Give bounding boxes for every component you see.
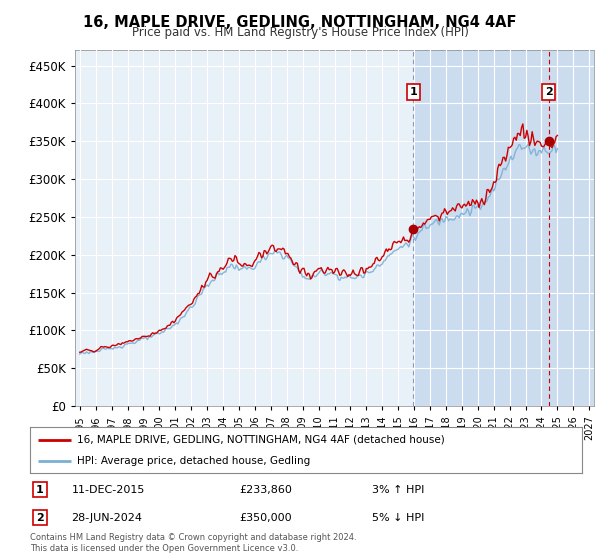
Bar	[550, 50, 594, 406]
Text: 3% ↑ HPI: 3% ↑ HPI	[372, 485, 425, 494]
Text: £233,860: £233,860	[240, 485, 293, 494]
Text: £350,000: £350,000	[240, 512, 292, 522]
Text: 16, MAPLE DRIVE, GEDLING, NOTTINGHAM, NG4 4AF: 16, MAPLE DRIVE, GEDLING, NOTTINGHAM, NG…	[83, 15, 517, 30]
Text: 16, MAPLE DRIVE, GEDLING, NOTTINGHAM, NG4 4AF (detached house): 16, MAPLE DRIVE, GEDLING, NOTTINGHAM, NG…	[77, 435, 445, 445]
Bar	[414, 50, 597, 406]
Text: 1: 1	[409, 87, 417, 97]
Text: HPI: Average price, detached house, Gedling: HPI: Average price, detached house, Gedl…	[77, 456, 310, 466]
Text: 11-DEC-2015: 11-DEC-2015	[71, 485, 145, 494]
Text: 2: 2	[36, 512, 44, 522]
Text: Price paid vs. HM Land Registry's House Price Index (HPI): Price paid vs. HM Land Registry's House …	[131, 26, 469, 39]
Text: Contains HM Land Registry data © Crown copyright and database right 2024.
This d: Contains HM Land Registry data © Crown c…	[30, 533, 356, 553]
Text: 28-JUN-2024: 28-JUN-2024	[71, 512, 142, 522]
Text: 1: 1	[36, 485, 44, 494]
Text: 5% ↓ HPI: 5% ↓ HPI	[372, 512, 425, 522]
Text: 2: 2	[545, 87, 553, 97]
